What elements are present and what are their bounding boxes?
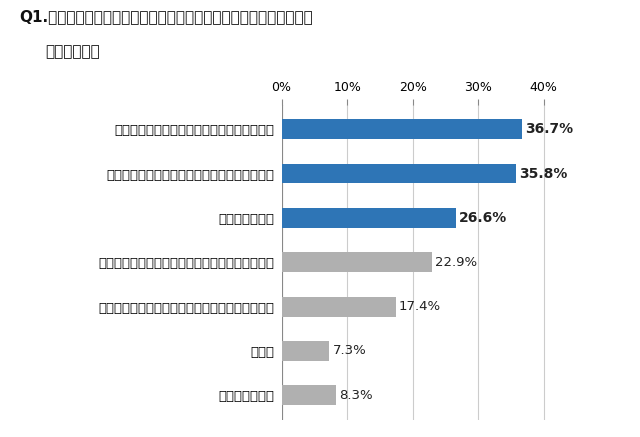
Bar [282,208,456,228]
Bar [282,341,330,361]
Text: 35.8%: 35.8% [520,166,568,180]
Text: 7.3%: 7.3% [333,344,367,357]
Text: （複数回答）: （複数回答） [45,44,100,59]
Text: Q1.お勤め先での物流を委託するきっかけについて教えてください。: Q1.お勤め先での物流を委託するきっかけについて教えてください。 [19,9,313,24]
Text: 26.6%: 26.6% [459,211,508,225]
Bar [282,385,336,405]
Text: 8.3%: 8.3% [339,389,373,402]
Bar [282,163,516,184]
Text: 36.7%: 36.7% [525,122,573,136]
Text: 17.4%: 17.4% [399,300,441,313]
Bar [282,252,431,272]
Text: 22.9%: 22.9% [435,256,477,269]
Bar [282,119,522,139]
Bar [282,297,396,316]
